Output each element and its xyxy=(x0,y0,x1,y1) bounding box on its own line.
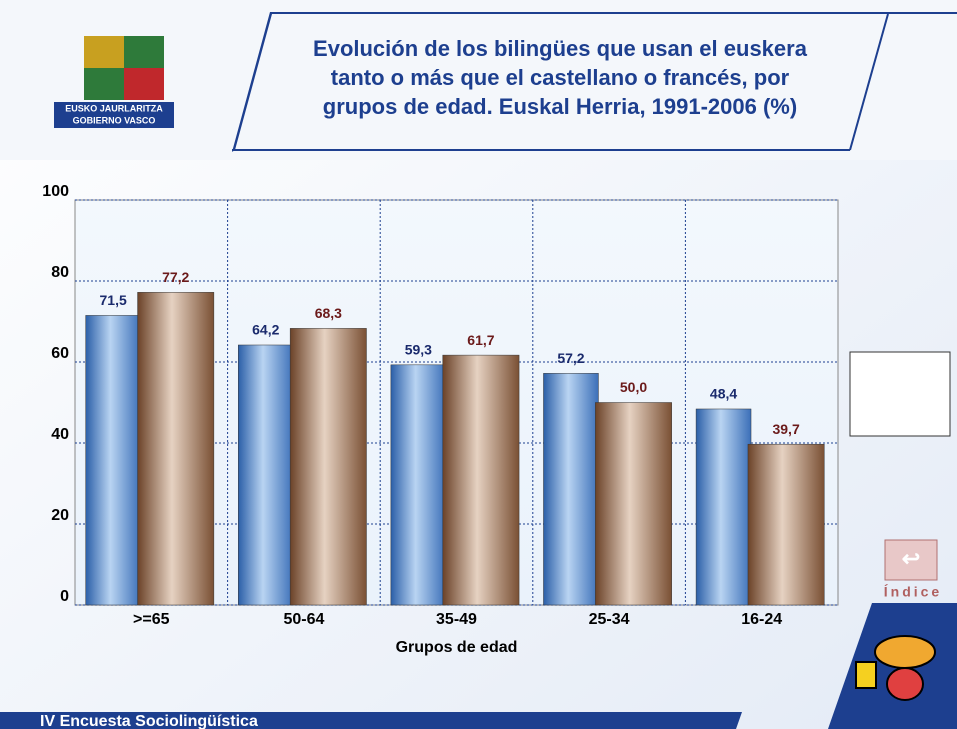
logo-text: GOBIERNO VASCO xyxy=(73,115,156,125)
x-axis-label: Grupos de edad xyxy=(396,639,518,656)
value-label: 50,0 xyxy=(620,379,647,395)
title: Evolución de los bilingües que usan el e… xyxy=(313,36,808,119)
bar xyxy=(747,443,825,606)
bar xyxy=(238,344,294,606)
title-line: Evolución de los bilingües que usan el e… xyxy=(313,36,808,61)
logo-quarter xyxy=(124,68,164,100)
x-tick-label: 50-64 xyxy=(283,611,324,628)
y-tick-label: 80 xyxy=(51,264,69,281)
index-icon[interactable] xyxy=(884,539,938,581)
bar xyxy=(289,328,367,606)
x-tick-label: 35-49 xyxy=(436,611,477,628)
value-label: 61,7 xyxy=(467,332,494,348)
x-tick-label: 25-34 xyxy=(589,611,630,628)
title-line: tanto o más que el castellano o francés,… xyxy=(331,65,790,90)
index-arrow: ↩ xyxy=(902,546,920,571)
bar xyxy=(137,292,215,606)
logo-text: EUSKO JAURLARITZA xyxy=(65,103,163,113)
bar xyxy=(543,373,599,606)
mascot xyxy=(855,635,936,701)
header-slant xyxy=(849,13,889,151)
value-label: 57,2 xyxy=(557,350,584,366)
y-tick-label: 20 xyxy=(51,507,69,524)
value-label: 77,2 xyxy=(162,269,189,285)
value-label: 48,4 xyxy=(710,386,737,402)
index-label[interactable]: Índice xyxy=(884,584,942,600)
index-button[interactable]: ↩ Índice xyxy=(884,539,942,600)
value-label: 68,3 xyxy=(315,305,342,321)
bar xyxy=(390,364,447,606)
title-line: grupos de edad. Euskal Herria, 1991-2006… xyxy=(323,94,797,119)
logo: EUSKO JAURLARITZA GOBIERNO VASCO xyxy=(54,36,174,128)
footer-band xyxy=(0,712,742,729)
value-label: 59,3 xyxy=(405,342,432,358)
y-tick-label: 40 xyxy=(51,426,69,443)
x-tick-label: >=65 xyxy=(133,611,170,628)
y-tick-label: 60 xyxy=(51,345,69,362)
x-tick-label: 16-24 xyxy=(741,611,782,628)
legend-box xyxy=(849,351,951,437)
value-label: 39,7 xyxy=(772,421,799,437)
value-label: 71,5 xyxy=(100,292,127,308)
footer: IV Encuesta Sociolingüística xyxy=(40,713,258,729)
bar xyxy=(442,354,520,606)
bar xyxy=(695,408,752,606)
chart: 0 20 40 60 80 100 >=65 71,5 77,2 50-64 64,2 68,3 35-… xyxy=(42,183,947,656)
bar xyxy=(85,315,141,606)
y-tick-label: 100 xyxy=(42,183,69,200)
logo-plate xyxy=(54,102,174,128)
y-tick-label: 0 xyxy=(60,588,69,605)
logo-quarter xyxy=(84,36,124,68)
value-label: 64,2 xyxy=(252,322,279,338)
bar xyxy=(595,402,672,606)
